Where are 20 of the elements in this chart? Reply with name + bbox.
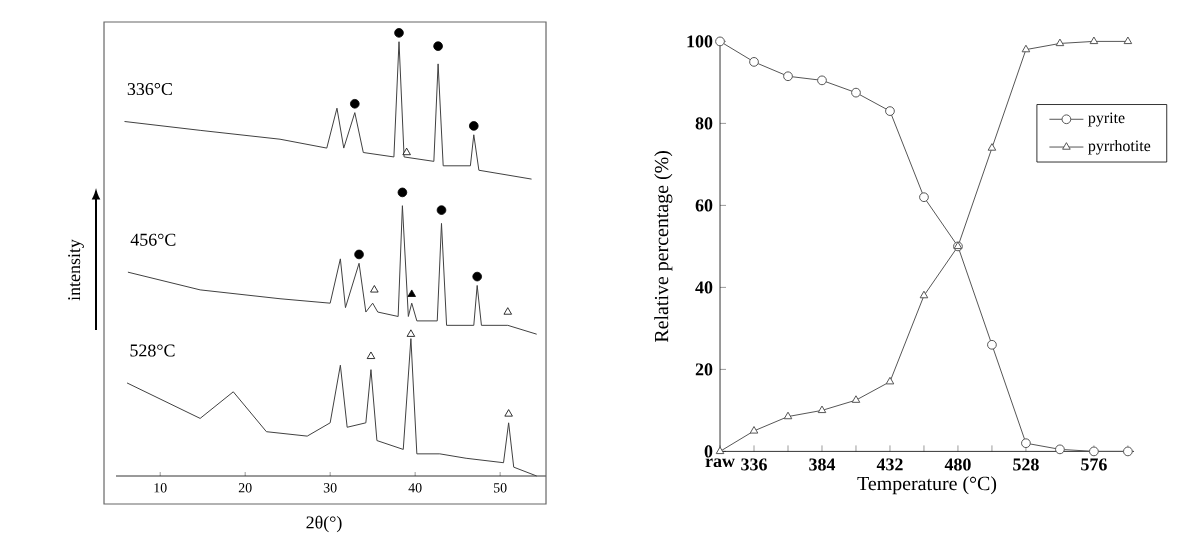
x-tick-label: 336 [741, 458, 767, 471]
y-axis-title: Relative percentage (%) [654, 151, 673, 343]
x-tick-label: 480 [944, 458, 971, 471]
series-label: 456°C [130, 233, 176, 246]
x-tick-label: raw [705, 458, 735, 468]
x-tick-label: 576 [1081, 458, 1107, 471]
y-tick-label: 80 [695, 117, 713, 130]
x-tick-label: 528 [1013, 458, 1039, 471]
x-axis-title: Temperature (°C) [857, 476, 997, 495]
x-tick-label: 384 [809, 458, 836, 471]
y-axis-title: intensity [68, 239, 84, 301]
series-label: 528°C [130, 344, 175, 357]
y-tick-label: 0 [704, 445, 713, 458]
x-tick-label: 432 [876, 458, 903, 471]
y-tick-label: 60 [695, 199, 713, 212]
x-axis-title: 2θ(°) [306, 515, 342, 533]
y-tick-label: 20 [695, 363, 713, 376]
y-tick-label: 100 [687, 35, 713, 48]
series-label: 336°C [127, 82, 172, 96]
y-tick-label: 40 [695, 281, 713, 294]
